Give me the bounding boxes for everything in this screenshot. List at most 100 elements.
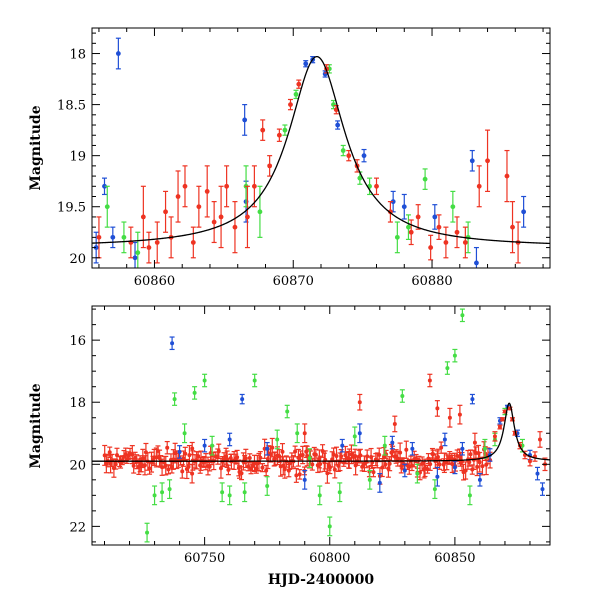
bottom-green-point-9	[219, 482, 225, 503]
bottom-red-baseline-point	[419, 456, 425, 472]
top-blue-point-10	[335, 120, 341, 130]
top-red-point-13	[218, 185, 224, 249]
bottom-red-baseline-point-marker	[270, 445, 275, 450]
top-red-point-29-marker	[408, 229, 414, 235]
bottom-red-point-18	[527, 455, 533, 467]
bottom-green-point-17	[307, 448, 313, 469]
top-y-tick-label-2: 19	[69, 150, 86, 165]
top-red-point-39	[510, 201, 516, 254]
bottom-red-point-3-marker	[392, 421, 397, 426]
top-blue-point-5-marker	[242, 117, 248, 123]
bottom-green-point-30-marker	[467, 493, 472, 498]
bottom-red-point-4	[427, 373, 433, 388]
top-red-point-29	[408, 219, 414, 246]
top-red-point-35	[462, 226, 468, 259]
bottom-red-baseline-point-marker	[113, 462, 118, 467]
bottom-red-point-5-marker	[435, 406, 440, 411]
bottom-blue-point-8	[357, 423, 363, 444]
bottom-green-point-8-marker	[210, 443, 215, 448]
bottom-green-point-1	[152, 485, 158, 506]
top-green-point-8-marker	[331, 102, 336, 107]
bottom-red-baseline-point	[376, 447, 382, 463]
bottom-red-baseline-point-marker	[235, 455, 240, 460]
top-blue-point-11	[361, 148, 367, 163]
bottom-red-point-6	[447, 407, 453, 428]
bottom-green-point-5-marker	[182, 431, 187, 436]
top-blue-point-4	[132, 241, 138, 268]
bottom-red-baseline-point	[297, 469, 303, 480]
top-blue-point-3	[115, 37, 121, 70]
bottom-red-baseline-point	[468, 449, 474, 460]
bottom-green-point-29	[459, 308, 465, 323]
top-red-point-11-marker	[204, 189, 210, 194]
top-red-point-7	[175, 170, 181, 223]
bottom-red-baseline-point-marker	[310, 462, 315, 467]
bottom-red-baseline-point	[272, 451, 278, 466]
top-red-point-12-marker	[211, 219, 217, 225]
bottom-red-baseline-point	[334, 446, 340, 466]
bottom-blue-point-16	[459, 441, 465, 456]
top-red-point-13-marker	[218, 214, 224, 220]
top-red-point-34-marker	[454, 229, 460, 235]
top-red-point-22	[296, 79, 302, 89]
top-red-point-33-marker	[443, 240, 449, 245]
bottom-green-point-11	[242, 482, 248, 503]
bottom-blue-point-15	[452, 460, 458, 475]
bottom-red-baseline-point-marker	[207, 464, 212, 469]
bottom-red-baseline-point-marker	[395, 456, 400, 461]
top-x-tick-label-0: 60860	[134, 274, 175, 289]
bottom-red-baseline-point-marker	[398, 450, 403, 455]
top-red-point-18-marker	[260, 127, 266, 133]
top-green-point-9	[340, 144, 346, 157]
bottom-blue-point-16-marker	[460, 446, 465, 451]
top-red-point-2	[140, 185, 146, 249]
bottom-red-baseline-point-marker	[347, 456, 352, 461]
bottom-green-point-18-marker	[317, 493, 322, 498]
bottom-red-baseline-point-marker	[160, 465, 165, 470]
bottom-red-baseline-point-marker	[142, 463, 147, 468]
bottom-red-point-1	[302, 423, 308, 444]
top-green-point-14	[422, 168, 428, 190]
bottom-red-baseline-point-marker	[334, 454, 339, 459]
bottom-green-point-27	[444, 361, 450, 375]
bottom-green-point-29-marker	[460, 313, 465, 318]
top-red-point-31-marker	[428, 245, 434, 250]
bottom-green-point-25-marker	[415, 471, 420, 476]
top-red-point-9-marker	[190, 240, 196, 245]
bottom-red-point-2	[357, 393, 363, 411]
bottom-red-point-7-marker	[457, 412, 462, 417]
bottom-red-baseline-point-marker	[282, 467, 287, 472]
top-green-point-13-marker	[406, 224, 411, 230]
bottom-red-baseline-point-marker	[439, 445, 444, 450]
top-red-point-10-marker	[196, 204, 202, 210]
bottom-blue-point-10	[389, 435, 395, 450]
top-y-tick-label-0: 18	[69, 48, 86, 63]
top-red-point-10	[196, 185, 202, 228]
bottom-blue-point-13	[434, 466, 440, 487]
bottom-red-baseline-point-marker	[404, 447, 409, 452]
top-red-point-17-marker	[251, 183, 257, 189]
bottom-red-baseline-point	[207, 461, 213, 472]
bottom-red-point-18-marker	[527, 459, 532, 464]
bottom-red-baseline-point	[370, 467, 376, 478]
top-blue-point-0-marker	[93, 245, 99, 250]
bottom-red-point-0-marker	[190, 471, 195, 476]
bottom-red-baseline-point	[259, 463, 265, 473]
bottom-red-baseline-point-marker	[318, 462, 323, 467]
top-red-point-12	[211, 201, 217, 244]
top-red-point-32-marker	[436, 224, 442, 230]
bottom-x-tick-label-1: 60800	[309, 551, 350, 566]
bottom-blue-point-11	[402, 463, 408, 478]
bottom-green-point-24-marker	[400, 394, 405, 399]
bottom-red-baseline-point-marker	[293, 449, 298, 454]
bottom-blue-point-5-marker	[265, 446, 270, 451]
bottom-green-point-16-marker	[295, 431, 300, 436]
top-blue-point-1-marker	[102, 183, 107, 189]
top-blue-point-5	[242, 103, 248, 136]
bottom-green-point-2-marker	[160, 490, 165, 495]
bottom-green-point-27-marker	[445, 366, 450, 371]
bottom-red-baseline-point	[239, 466, 245, 481]
top-red-point-38-marker	[504, 173, 510, 179]
bottom-green-point-3	[167, 479, 173, 500]
